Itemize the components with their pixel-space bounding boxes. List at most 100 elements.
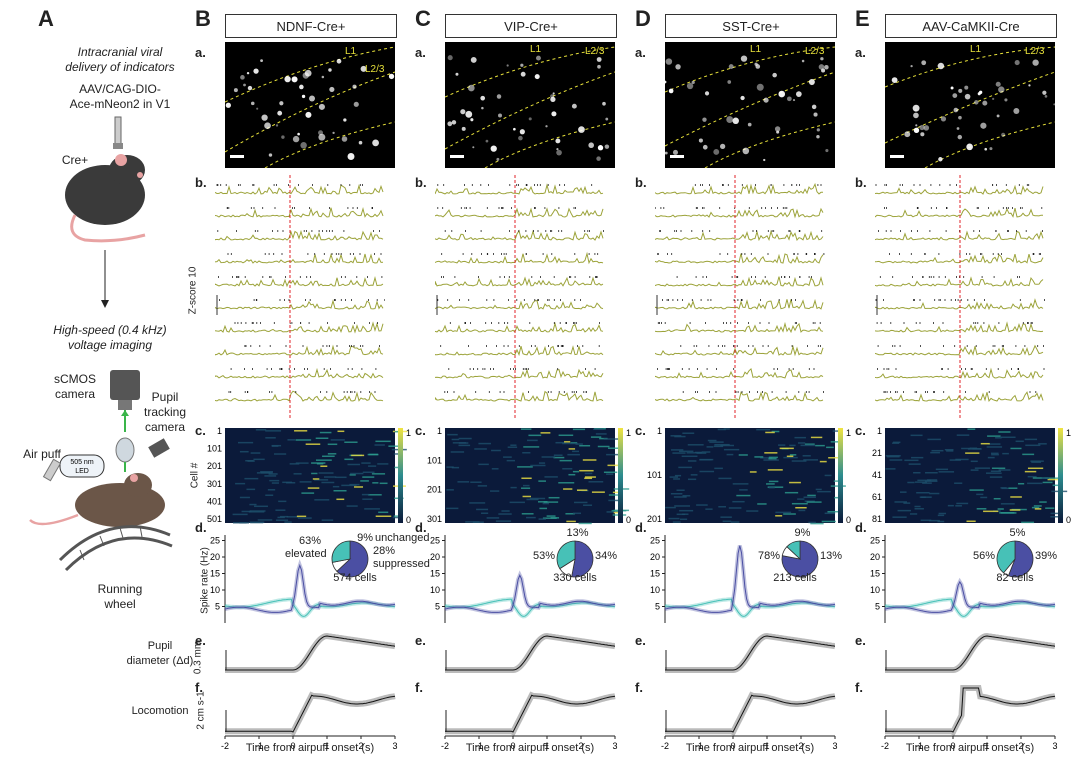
neuron-soma bbox=[261, 114, 268, 121]
neuron-soma bbox=[602, 101, 606, 106]
x-tick: 0 bbox=[290, 741, 295, 751]
panel-a-cre: Cre+ bbox=[61, 153, 89, 167]
spike-raster bbox=[682, 391, 824, 393]
neuron-soma bbox=[820, 57, 824, 61]
neuron-soma bbox=[808, 79, 815, 86]
neuron-soma bbox=[754, 62, 758, 66]
neuron-soma bbox=[604, 144, 610, 149]
neuron-soma bbox=[496, 94, 502, 99]
neuron-soma bbox=[747, 122, 752, 127]
neuron-soma bbox=[256, 107, 259, 110]
x-tick: -1 bbox=[695, 741, 703, 751]
sub-label-c: c. bbox=[855, 423, 866, 438]
neuron-soma bbox=[550, 94, 555, 99]
cell-tick: 201 bbox=[207, 461, 222, 471]
panel-a-imaging1: High-speed (0.4 kHz) bbox=[53, 323, 167, 337]
colorbar bbox=[618, 428, 623, 523]
neuron-soma bbox=[813, 112, 818, 117]
neuron-soma bbox=[535, 55, 541, 61]
neuron-soma bbox=[937, 62, 945, 70]
layer-boundary-3 bbox=[924, 121, 1055, 168]
spike-raster bbox=[440, 345, 600, 347]
sub-label-f: f. bbox=[195, 680, 203, 695]
voltage-traces bbox=[875, 175, 1045, 420]
trace-line bbox=[655, 182, 823, 195]
neuron-soma bbox=[253, 68, 259, 74]
label-L1: L1 bbox=[750, 44, 762, 55]
cell-tick: 41 bbox=[872, 470, 882, 480]
neuron-soma bbox=[284, 75, 291, 83]
neuron-soma bbox=[480, 95, 486, 101]
sub-label-c: c. bbox=[415, 423, 426, 438]
sub-label-e: e. bbox=[855, 633, 866, 648]
neuron-soma bbox=[347, 153, 355, 160]
spike-raster bbox=[444, 230, 604, 232]
neuron-soma bbox=[578, 126, 585, 133]
sub-label-c: c. bbox=[195, 423, 206, 438]
trace-line bbox=[215, 253, 384, 264]
neuron-soma bbox=[958, 115, 962, 120]
neuron-soma bbox=[772, 72, 777, 78]
neuron-soma bbox=[552, 92, 555, 95]
trace-line bbox=[875, 207, 1043, 218]
x-tick: -2 bbox=[881, 741, 889, 751]
spike-raster bbox=[662, 299, 796, 301]
spike-raster bbox=[676, 276, 812, 278]
neuron-soma bbox=[528, 117, 532, 121]
suppressed-line bbox=[224, 598, 396, 617]
rate-tick: 5 bbox=[875, 602, 880, 612]
sub-label-b: b. bbox=[415, 175, 427, 190]
pct-elevated: 56% bbox=[972, 550, 995, 562]
x-tick: 2 bbox=[578, 741, 583, 751]
trace-line bbox=[215, 207, 384, 218]
label-L23: L2/3 bbox=[365, 64, 385, 75]
x-tick: 3 bbox=[612, 741, 617, 751]
loco-band bbox=[665, 691, 836, 736]
voltage-traces bbox=[215, 175, 385, 420]
spike-raster bbox=[227, 253, 382, 255]
neuron-soma bbox=[247, 85, 253, 91]
panel-a-scmos2: camera bbox=[54, 387, 95, 401]
cell-tick: 1 bbox=[217, 426, 222, 436]
trace-line bbox=[875, 344, 1044, 356]
sub-label-b: b. bbox=[855, 175, 867, 190]
neuron-soma bbox=[451, 120, 457, 125]
cell-tick: 1 bbox=[877, 426, 882, 436]
trace-line bbox=[875, 276, 1044, 287]
neuron-soma bbox=[300, 142, 307, 149]
pie-chart bbox=[556, 540, 594, 578]
cell-tick: 81 bbox=[872, 514, 882, 524]
trace-line bbox=[435, 300, 604, 310]
spike-raster bbox=[875, 184, 1030, 186]
neuron-soma bbox=[665, 151, 668, 155]
neuron-soma bbox=[597, 145, 604, 151]
panel-letter-b: B bbox=[195, 6, 211, 31]
neuron-soma bbox=[277, 110, 283, 116]
loco-line bbox=[665, 694, 836, 733]
layer-boundary-1 bbox=[665, 46, 835, 93]
pie-slice bbox=[786, 540, 801, 560]
spike-raster bbox=[884, 207, 1043, 209]
neuron-soma bbox=[550, 96, 556, 103]
label-suppressed: suppressed bbox=[373, 558, 430, 570]
neuron-soma bbox=[240, 75, 245, 80]
neuron-soma bbox=[996, 114, 1000, 118]
sub-label-a: a. bbox=[195, 45, 206, 60]
sub-label-d: d. bbox=[635, 520, 647, 535]
spike-rate-plot: 5 10 15 20 25 bbox=[650, 535, 836, 623]
spike-raster bbox=[234, 322, 378, 324]
sub-label-f: f. bbox=[415, 680, 423, 695]
sub-label-b: b. bbox=[195, 175, 207, 190]
spike-raster bbox=[659, 230, 823, 232]
cell-count: 82 cells bbox=[996, 572, 1034, 584]
neuron-soma bbox=[956, 127, 960, 130]
neuron-soma bbox=[301, 94, 306, 99]
rate-tick: 25 bbox=[430, 536, 440, 546]
neuron-soma bbox=[964, 93, 971, 100]
x-tick: 2 bbox=[1018, 741, 1023, 751]
spike-raster bbox=[219, 299, 385, 301]
panel-letter-a: A bbox=[38, 6, 54, 31]
rate-tick: 20 bbox=[650, 552, 660, 562]
